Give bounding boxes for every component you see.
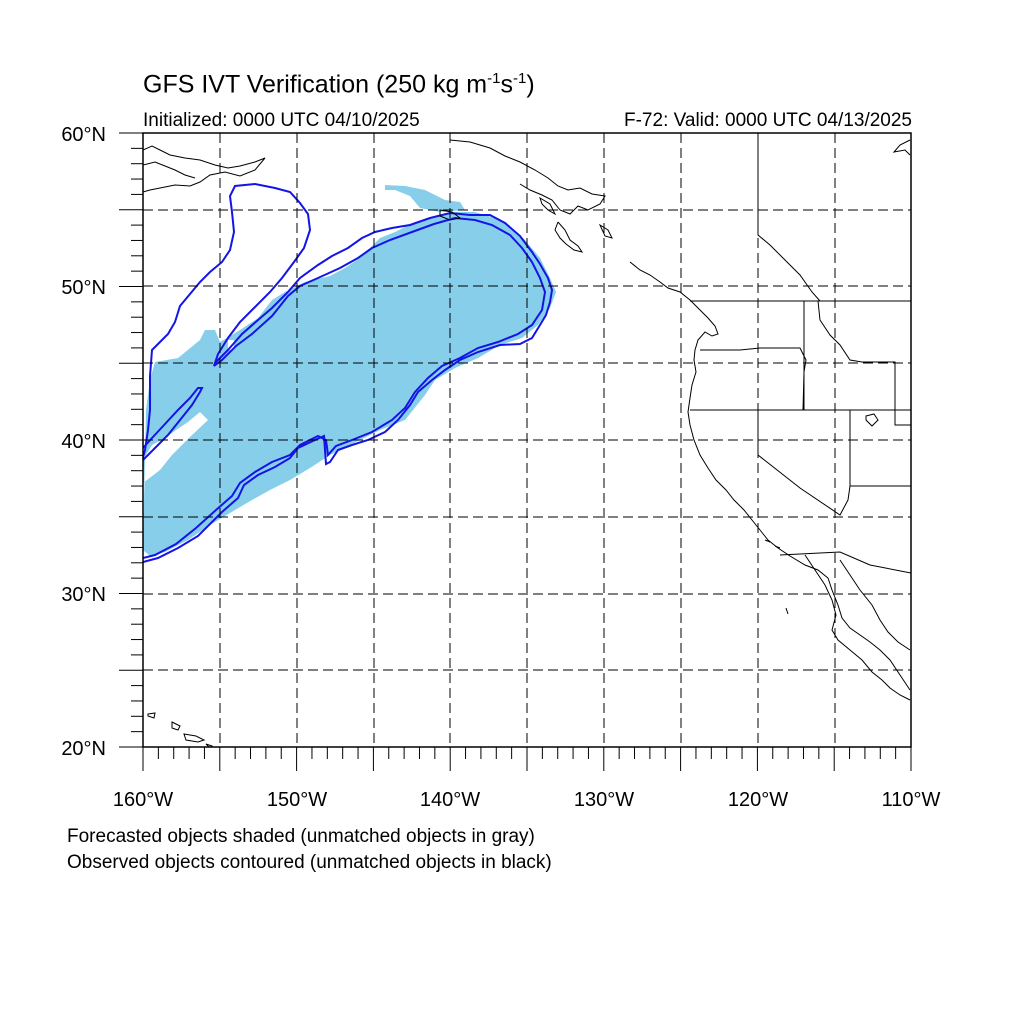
initialized-time: Initialized: 0000 UTC 04/10/2025 xyxy=(143,110,420,131)
forecast-object-shading xyxy=(143,185,556,556)
hawaii-islands xyxy=(147,712,213,747)
observed-object-west-contour xyxy=(143,387,204,461)
valid-time: F-72: Valid: 0000 UTC 04/13/2025 xyxy=(624,110,912,131)
longitude-labels: 160°W 150°W 140°W 130°W 120°W 110°W xyxy=(113,789,941,811)
alaska-coastline xyxy=(143,139,613,253)
axis-ticks xyxy=(119,132,912,771)
forecast-object-hole xyxy=(228,340,234,350)
lat-label-40n: 40°N xyxy=(61,431,106,453)
small-islands xyxy=(764,413,879,615)
north-america-coastline xyxy=(629,139,911,701)
graticule xyxy=(143,133,911,747)
observed-object-north-contour xyxy=(143,182,312,459)
coastlines xyxy=(143,139,911,747)
legend-forecast-note: Forecasted objects shaded (unmatched obj… xyxy=(67,826,535,847)
title-main: GFS IVT Verification (250 kg m xyxy=(143,70,488,99)
chart-title: GFS IVT Verification (250 kg m-1s-1) xyxy=(143,70,535,99)
political-boundaries xyxy=(690,133,911,574)
title-close: ) xyxy=(526,70,535,99)
lon-label-130w: 130°W xyxy=(574,789,634,811)
lat-label-60n: 60°N xyxy=(61,124,106,146)
observed-object-main-contour xyxy=(143,211,554,563)
legend-observed-note: Observed objects contoured (unmatched ob… xyxy=(67,852,552,873)
lat-label-50n: 50°N xyxy=(61,277,106,299)
lon-label-140w: 140°W xyxy=(420,789,480,811)
lon-label-150w: 150°W xyxy=(267,789,327,811)
title-exp2: -1 xyxy=(512,70,527,87)
lon-label-120w: 120°W xyxy=(728,789,788,811)
lat-label-20n: 20°N xyxy=(61,738,106,760)
lon-label-110w: 110°W xyxy=(882,789,941,811)
lat-label-30n: 30°N xyxy=(61,584,106,606)
latitude-labels: 60°N 50°N 40°N 30°N 20°N xyxy=(61,124,106,760)
title-exp1: -1 xyxy=(487,70,501,87)
lon-label-160w: 160°W xyxy=(113,789,173,811)
observed-objects-contours xyxy=(143,182,554,563)
title-mid: s xyxy=(500,70,513,99)
